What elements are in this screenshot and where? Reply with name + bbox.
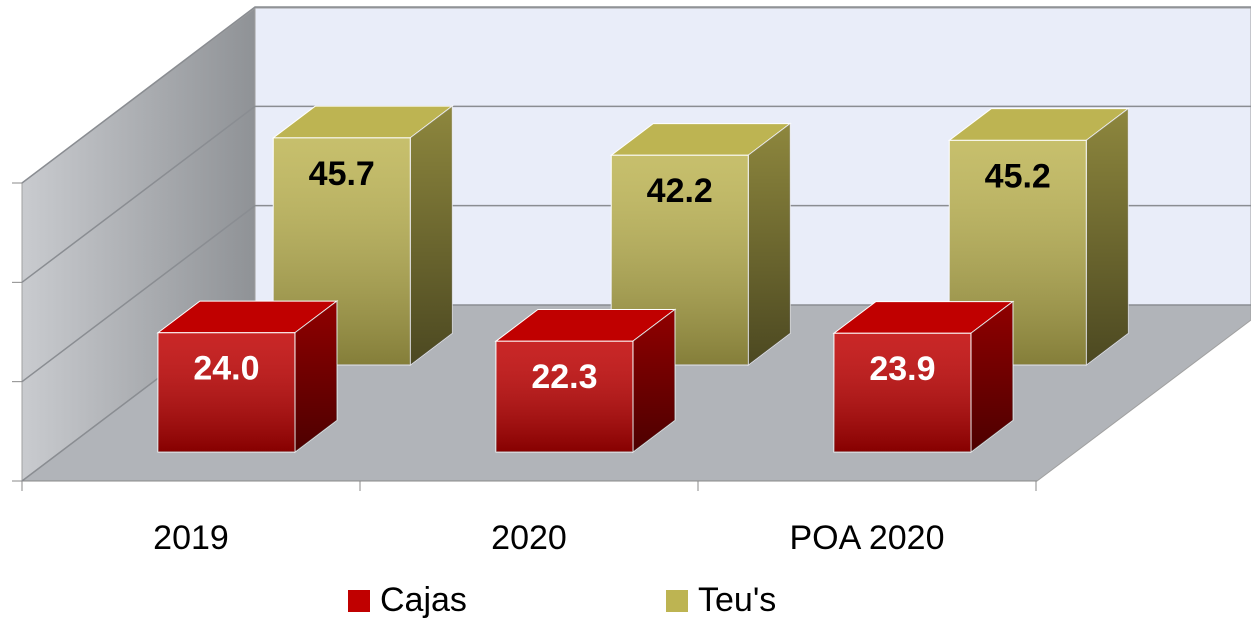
grid-line [21,204,1251,383]
legend-swatch [348,590,370,612]
bar-side-shade [632,309,675,452]
bar-shade [495,341,633,452]
legend-swatch [666,590,688,612]
bar-side-shade [294,301,337,452]
legend-label: Teu's [698,581,776,619]
data-label: 42.2 [647,172,713,210]
bar-group: 23.9 [832,300,1015,453]
bar-side-shade [1086,108,1129,365]
bar-group: 45.7 [271,105,454,366]
x-tick-label: POA 2020 [789,519,944,557]
data-label: 23.9 [869,350,935,388]
bar-group: 22.3 [494,308,677,453]
bar-shade [833,333,971,452]
bar-side-shade [410,106,453,365]
bar-shade [157,332,295,452]
bar-side-shade [748,123,791,365]
legend-label: Cajas [380,581,467,619]
data-label: 45.7 [309,155,375,193]
data-label: 45.2 [985,157,1051,195]
bar-group: 45.2 [947,107,1130,366]
bar-group: 24.0 [156,300,339,453]
x-tick-label: 2019 [153,519,229,557]
bar-side-shade [970,301,1013,452]
data-label: 22.3 [531,358,597,396]
x-tick-label: 2020 [491,519,567,557]
data-label: 24.0 [193,350,259,388]
grid-line [21,6,1251,184]
grid-line [21,105,1251,283]
